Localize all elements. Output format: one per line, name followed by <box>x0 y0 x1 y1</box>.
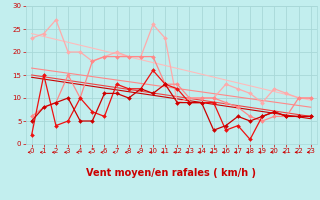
X-axis label: Vent moyen/en rafales ( km/h ): Vent moyen/en rafales ( km/h ) <box>86 168 256 178</box>
